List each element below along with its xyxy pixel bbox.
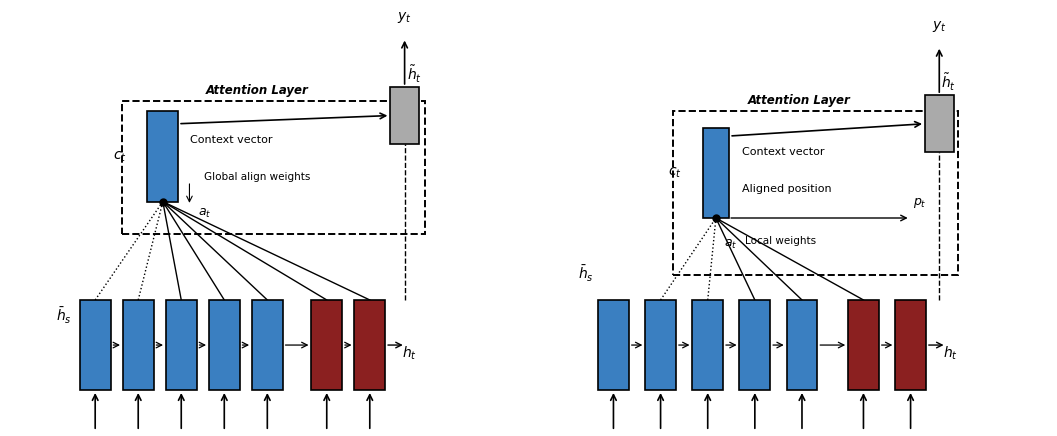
Bar	[209, 300, 240, 390]
Text: Global align weights: Global align weights	[204, 172, 310, 182]
Bar	[848, 300, 878, 390]
Bar	[312, 300, 342, 390]
Text: $c_t$: $c_t$	[668, 166, 682, 180]
Text: $a_t$: $a_t$	[198, 208, 211, 221]
Bar	[390, 87, 419, 144]
Text: $h_t$: $h_t$	[943, 344, 958, 362]
Text: $y_t$: $y_t$	[932, 19, 947, 34]
Text: Aligned position: Aligned position	[742, 184, 831, 194]
Text: $a_t$: $a_t$	[724, 238, 738, 251]
Text: $h_t$: $h_t$	[403, 344, 418, 362]
Bar	[703, 128, 729, 218]
Bar	[123, 300, 153, 390]
Text: $y_t$: $y_t$	[397, 10, 412, 25]
Text: $\tilde{h}_t$: $\tilde{h}_t$	[942, 72, 957, 93]
Text: Context vector: Context vector	[190, 135, 273, 145]
Bar	[925, 95, 953, 153]
Bar	[895, 300, 926, 390]
Bar	[598, 300, 629, 390]
Bar	[692, 300, 723, 390]
Bar	[80, 300, 111, 390]
Bar	[645, 300, 676, 390]
Bar	[786, 300, 817, 390]
Text: Context vector: Context vector	[742, 147, 824, 157]
Bar	[354, 300, 385, 390]
Text: $\tilde{h}_t$: $\tilde{h}_t$	[407, 64, 422, 85]
Bar	[166, 300, 197, 390]
Text: $c_t$: $c_t$	[113, 149, 127, 164]
Text: Local weights: Local weights	[744, 235, 816, 245]
Text: $p_t$: $p_t$	[912, 196, 926, 210]
Text: $\bar{h}_s$: $\bar{h}_s$	[56, 306, 72, 327]
Bar	[252, 300, 282, 390]
Text: Attention Layer: Attention Layer	[747, 94, 850, 107]
Text: $\bar{h}_s$: $\bar{h}_s$	[578, 263, 594, 283]
Text: Attention Layer: Attention Layer	[206, 84, 309, 97]
Bar	[147, 112, 179, 201]
Bar	[740, 300, 771, 390]
